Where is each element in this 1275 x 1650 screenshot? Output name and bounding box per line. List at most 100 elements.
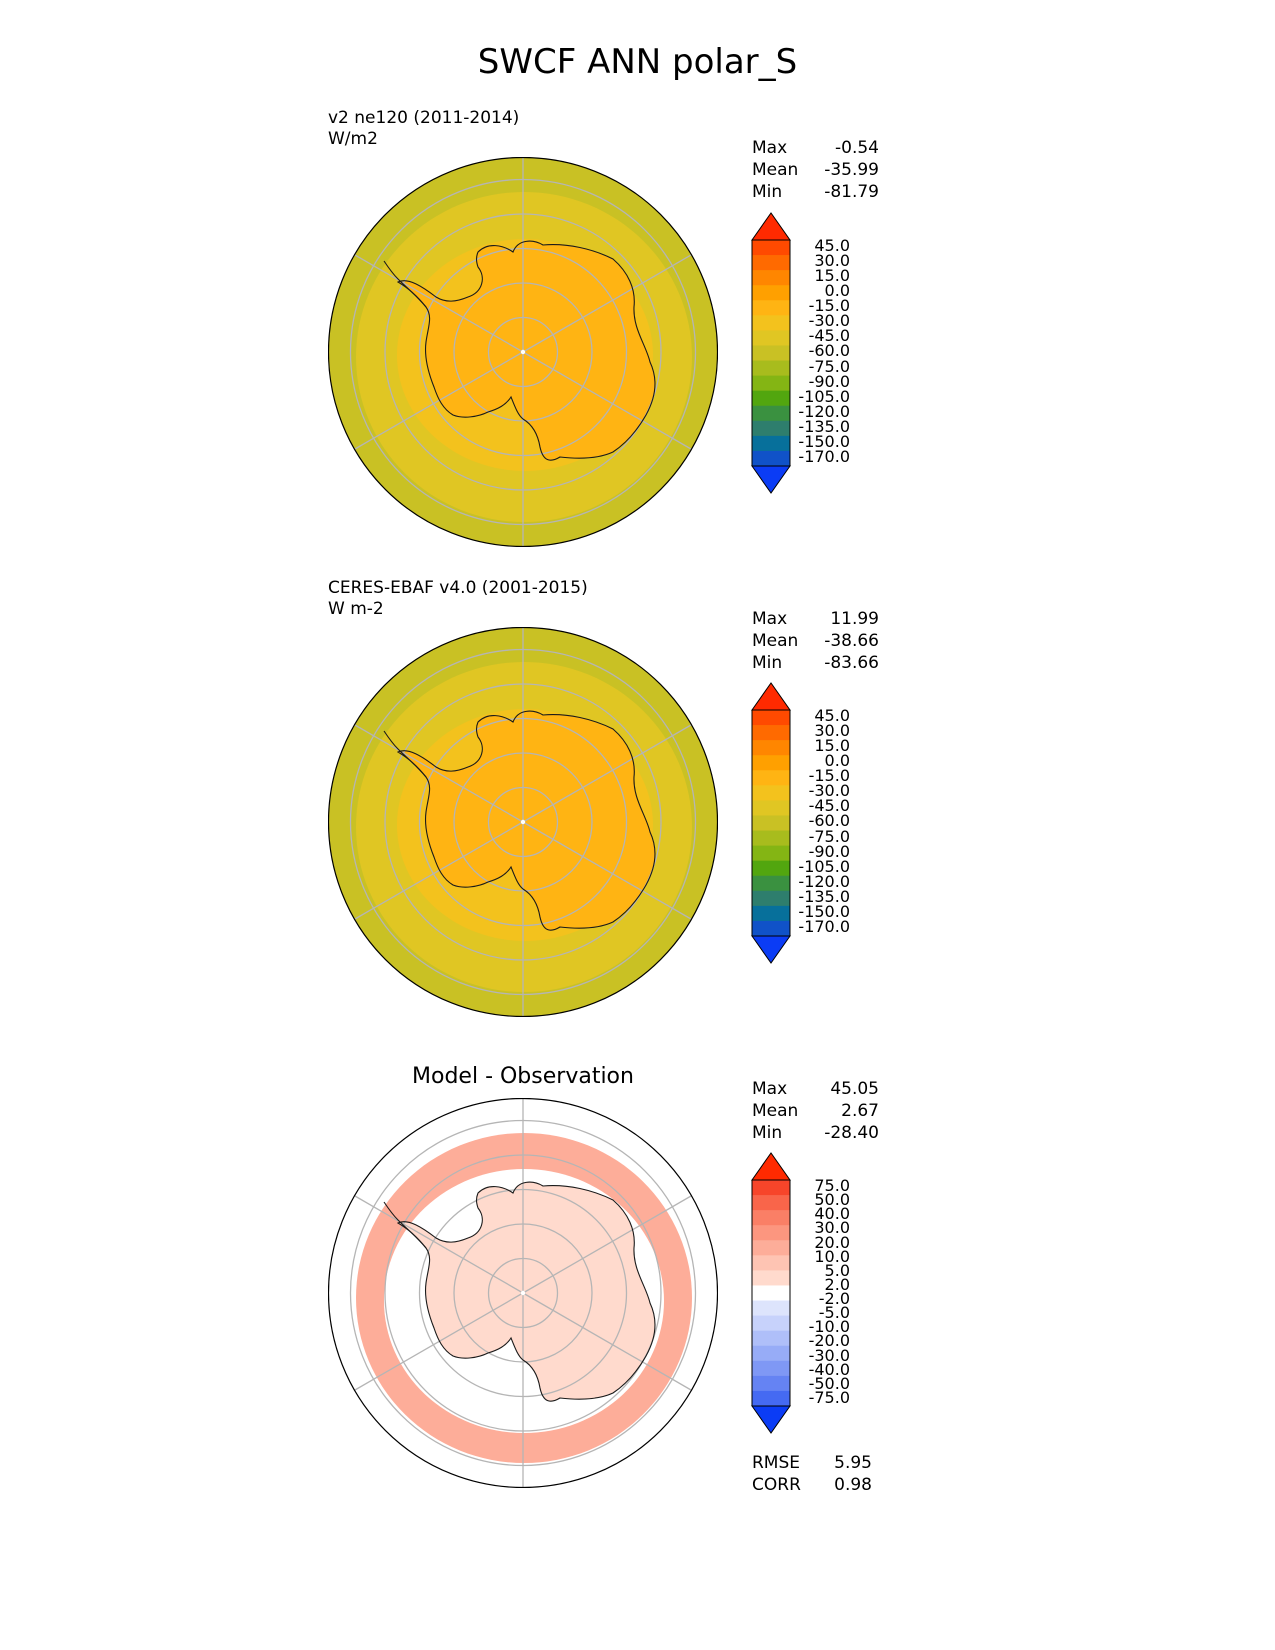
colorbar-tick-label: -170.0 xyxy=(798,916,850,936)
colorbar-tick-label: -45.0 xyxy=(808,796,850,816)
map-boundary xyxy=(328,1098,718,1488)
stat-mean: Mean -35.99 xyxy=(752,160,879,180)
colorbar-tick-label: -40.0 xyxy=(808,1359,850,1379)
panel3-polar-map xyxy=(328,1098,718,1488)
colorbar-extend-max xyxy=(751,682,791,711)
colorbar-tick-label: 30.0 xyxy=(814,721,850,741)
panel1-colorbar xyxy=(751,212,791,494)
meridian-gridline xyxy=(522,1192,697,1294)
colorbar-tick-label: 5.0 xyxy=(824,1260,850,1280)
colorbar-tick-label: -75.0 xyxy=(808,826,850,846)
colorbar-segment xyxy=(752,435,790,452)
colorbar-extend-min xyxy=(751,1405,791,1434)
panel3-colorbar xyxy=(751,1152,791,1434)
metric-rmse: RMSE 5.95 xyxy=(752,1453,872,1473)
colorbar-tick-label: -135.0 xyxy=(798,416,850,436)
panel3-metrics: RMSE 5.95 CORR 0.98 xyxy=(752,1452,872,1496)
stat-min: Min -28.40 xyxy=(752,1123,879,1143)
colorbar-segment xyxy=(752,1345,790,1362)
colorbar-segment xyxy=(752,755,790,771)
stat-max: Max 11.99 xyxy=(752,609,879,629)
stat-mean: Mean -38.66 xyxy=(752,631,879,651)
colorbar-segment xyxy=(752,1240,790,1256)
colorbar-segment xyxy=(752,785,790,801)
colorbar-tick-label: -105.0 xyxy=(798,386,850,406)
colorbar-segment xyxy=(752,725,790,741)
colorbar-segment xyxy=(752,285,790,301)
colorbar-extend-max xyxy=(751,212,791,241)
meridian-gridline xyxy=(522,251,697,353)
panel1-label: v2 ne120 (2011-2014) W/m2 xyxy=(328,108,519,150)
colorbar-tick-label: 0.0 xyxy=(824,281,850,301)
colorbar-tick-label: 30.0 xyxy=(814,1218,850,1238)
meridian-gridline xyxy=(349,351,524,453)
colorbar-tick-label: 2.0 xyxy=(824,1274,850,1294)
colorbar-outline xyxy=(751,709,791,937)
meridian-gridline xyxy=(349,251,524,353)
colorbar-segment xyxy=(752,270,790,286)
panel2-polar-map xyxy=(328,627,718,1017)
colorbar-segment xyxy=(752,905,790,922)
colorbar-segment xyxy=(752,1255,790,1271)
colorbar-tick-label: -45.0 xyxy=(808,326,850,346)
colorbar-segment xyxy=(752,345,790,362)
colorbar-tick-label: -30.0 xyxy=(808,1345,850,1365)
colorbar-tick-label: 50.0 xyxy=(814,1190,850,1210)
colorbar-segment xyxy=(752,1300,790,1317)
colorbar-tick-label: -30.0 xyxy=(808,311,850,331)
colorbar-segment xyxy=(752,1225,790,1241)
colorbar-tick-label: -105.0 xyxy=(798,856,850,876)
panel2-colorbar xyxy=(751,682,791,964)
colorbar-segment xyxy=(752,255,790,271)
panel1-units: W/m2 xyxy=(328,129,378,149)
colorbar-segment xyxy=(752,360,790,377)
colorbar-segment xyxy=(752,405,790,422)
colorbar-segment xyxy=(752,240,790,256)
colorbar-tick-label: -75.0 xyxy=(808,1387,850,1407)
stat-max: Max -0.54 xyxy=(752,138,879,158)
stat-mean: Mean 2.67 xyxy=(752,1101,879,1121)
colorbar-tick-label: -90.0 xyxy=(808,371,850,391)
colorbar-tick-label: 45.0 xyxy=(814,236,850,255)
figure-title: SWCF ANN polar_S xyxy=(477,42,798,82)
colorbar-segment xyxy=(752,710,790,726)
colorbar-tick-label: 0.0 xyxy=(824,751,850,771)
colorbar-tick-label: -170.0 xyxy=(798,446,850,466)
colorbar-segment xyxy=(752,1360,790,1377)
meridian-gridline xyxy=(349,721,524,823)
meridian-gridline xyxy=(349,1292,524,1394)
colorbar-tick-label: -150.0 xyxy=(798,901,850,921)
panel3-stats: Max 45.05 Mean 2.67 Min -28.40 xyxy=(752,1078,879,1144)
colorbar-segment xyxy=(752,1180,790,1196)
colorbar-tick-label: 20.0 xyxy=(814,1232,850,1252)
panel3-title: Model - Observation xyxy=(412,1064,634,1089)
colorbar-segment xyxy=(752,815,790,832)
meridian-gridline xyxy=(522,821,697,923)
colorbar-tick-label: 15.0 xyxy=(814,736,850,756)
colorbar-outline xyxy=(751,239,791,467)
metric-corr: CORR 0.98 xyxy=(752,1475,872,1495)
colorbar-tick-label: -135.0 xyxy=(798,886,850,906)
colorbar-segment xyxy=(752,770,790,786)
panel2-label: CERES-EBAF v4.0 (2001-2015) W m-2 xyxy=(328,578,588,620)
colorbar-tick-label: -75.0 xyxy=(808,356,850,376)
colorbar-segment xyxy=(752,830,790,847)
colorbar-tick-label: 45.0 xyxy=(814,706,850,725)
colorbar-segment xyxy=(752,450,790,467)
colorbar-extend-max xyxy=(751,1152,791,1181)
colorbar-segment xyxy=(752,390,790,407)
colorbar-segment xyxy=(752,1195,790,1211)
meridian-gridline xyxy=(349,821,524,923)
colorbar-segment xyxy=(752,875,790,892)
colorbar-tick-label: -120.0 xyxy=(798,401,850,421)
colorbar-tick-label: 15.0 xyxy=(814,266,850,286)
colorbar-tick-label: -15.0 xyxy=(808,766,850,786)
colorbar-segment xyxy=(752,860,790,877)
colorbar-segment xyxy=(752,1330,790,1347)
colorbar-segment xyxy=(752,1210,790,1226)
colorbar-extend-min xyxy=(751,935,791,964)
colorbar-segment xyxy=(752,1375,790,1392)
stat-min: Min -83.66 xyxy=(752,653,879,673)
colorbar-segment xyxy=(752,1390,790,1407)
colorbar-tick-label: -30.0 xyxy=(808,781,850,801)
